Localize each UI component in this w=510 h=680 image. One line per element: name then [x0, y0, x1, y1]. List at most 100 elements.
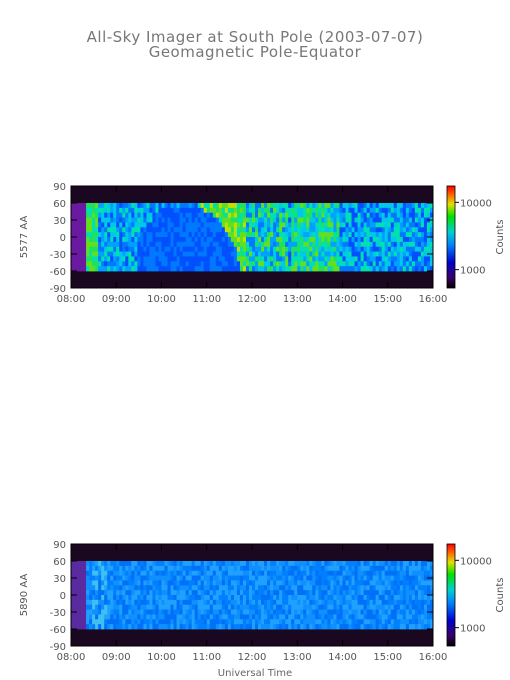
- heat-cell: [209, 609, 214, 615]
- heat-cell: [245, 585, 250, 591]
- heat-cell: [324, 565, 328, 572]
- heat-cell: [158, 217, 162, 223]
- heat-cell: [95, 237, 99, 243]
- heat-cell: [125, 619, 129, 625]
- heat-cell: [414, 261, 419, 267]
- heat-cell: [381, 575, 386, 581]
- heat-cell: [170, 580, 174, 586]
- heat-cell: [95, 595, 99, 601]
- heat-cell: [104, 241, 108, 248]
- heat-cell: [423, 256, 428, 262]
- heat-cell: [227, 207, 232, 214]
- heat-cell: [89, 570, 93, 576]
- heat-cell: [360, 609, 365, 615]
- heat-cell: [252, 624, 256, 630]
- heat-cell: [227, 222, 232, 228]
- heat-cell: [336, 256, 340, 262]
- heat-cell: [306, 241, 310, 248]
- heat-cell: [342, 232, 346, 238]
- heat-cell: [273, 604, 277, 610]
- heat-cell: [122, 256, 126, 262]
- heat-cell: [89, 561, 93, 567]
- heat-cell: [146, 246, 150, 252]
- heat-cell: [336, 212, 340, 218]
- heat-cell: [92, 222, 96, 228]
- heat-cell: [239, 619, 244, 625]
- heat-cell: [318, 232, 322, 238]
- heat-cell: [342, 207, 346, 214]
- heat-cell: [248, 595, 253, 601]
- heat-cell: [164, 232, 168, 238]
- heat-cell: [294, 266, 298, 272]
- heat-cell: [411, 561, 416, 567]
- heat-cell: [426, 227, 431, 233]
- heat-cell: [86, 241, 90, 248]
- heat-cell: [306, 227, 310, 233]
- heat-cell: [330, 561, 334, 567]
- heat-cell: [215, 570, 220, 576]
- heat-cell: [396, 237, 401, 243]
- y-axis-label: 5577 AA: [19, 216, 30, 259]
- heat-cell: [197, 266, 202, 272]
- heat-cell: [387, 222, 392, 228]
- heat-cell: [101, 241, 105, 248]
- heat-cell: [279, 561, 283, 567]
- heat-cell: [200, 565, 205, 572]
- heat-cell: [411, 604, 416, 610]
- heat-cell: [203, 570, 208, 576]
- heat-cell: [273, 246, 277, 252]
- heat-cell: [255, 246, 259, 252]
- heat-cell: [372, 241, 377, 248]
- heat-cell: [71, 212, 75, 218]
- heat-cell: [291, 217, 295, 223]
- heat-cell: [372, 609, 377, 615]
- heat-cell: [245, 207, 250, 214]
- heat-cell: [357, 212, 361, 218]
- heat-cell: [134, 614, 138, 620]
- heat-cell: [131, 561, 135, 567]
- heat-cell: [261, 207, 265, 214]
- heat-cell: [336, 565, 340, 572]
- heat-cell: [291, 251, 295, 257]
- heat-cell: [324, 241, 328, 248]
- heat-cell: [227, 599, 232, 606]
- heat-cell: [161, 619, 165, 625]
- heat-cell: [110, 585, 114, 591]
- heat-cell: [239, 561, 244, 567]
- heat-cell: [390, 595, 395, 601]
- heat-cell: [146, 595, 150, 601]
- heat-cell: [230, 232, 235, 238]
- heat-cell: [336, 619, 340, 625]
- heat-cell: [324, 217, 328, 223]
- heat-cell: [233, 619, 238, 625]
- heat-cell: [366, 561, 371, 567]
- heat-cell: [86, 614, 90, 620]
- heat-cell: [74, 590, 78, 596]
- heat-cell: [194, 585, 199, 591]
- heat-cell: [197, 614, 202, 620]
- heat-cell: [345, 619, 349, 625]
- heat-cell: [327, 203, 331, 209]
- heat-cell: [417, 241, 422, 248]
- heat-cell: [125, 246, 129, 252]
- heat-cell: [378, 570, 383, 576]
- heat-cell: [110, 614, 114, 620]
- heat-cell: [161, 256, 165, 262]
- heat-cell: [245, 614, 250, 620]
- heat-cell: [396, 222, 401, 228]
- heat-cell: [393, 237, 398, 243]
- heat-cell: [405, 207, 410, 214]
- heat-cell: [378, 609, 383, 615]
- heat-cell: [351, 251, 355, 257]
- heat-cell: [255, 565, 259, 572]
- heat-cell: [336, 217, 340, 223]
- heat-cell: [420, 203, 425, 209]
- heat-cell: [381, 232, 386, 238]
- heat-cell: [405, 595, 410, 601]
- heat-cell: [255, 237, 259, 243]
- heat-cell: [113, 222, 117, 228]
- heat-cell: [273, 614, 277, 620]
- heat-cell: [291, 246, 295, 252]
- heat-cell: [339, 565, 343, 572]
- heat-cell: [170, 246, 174, 252]
